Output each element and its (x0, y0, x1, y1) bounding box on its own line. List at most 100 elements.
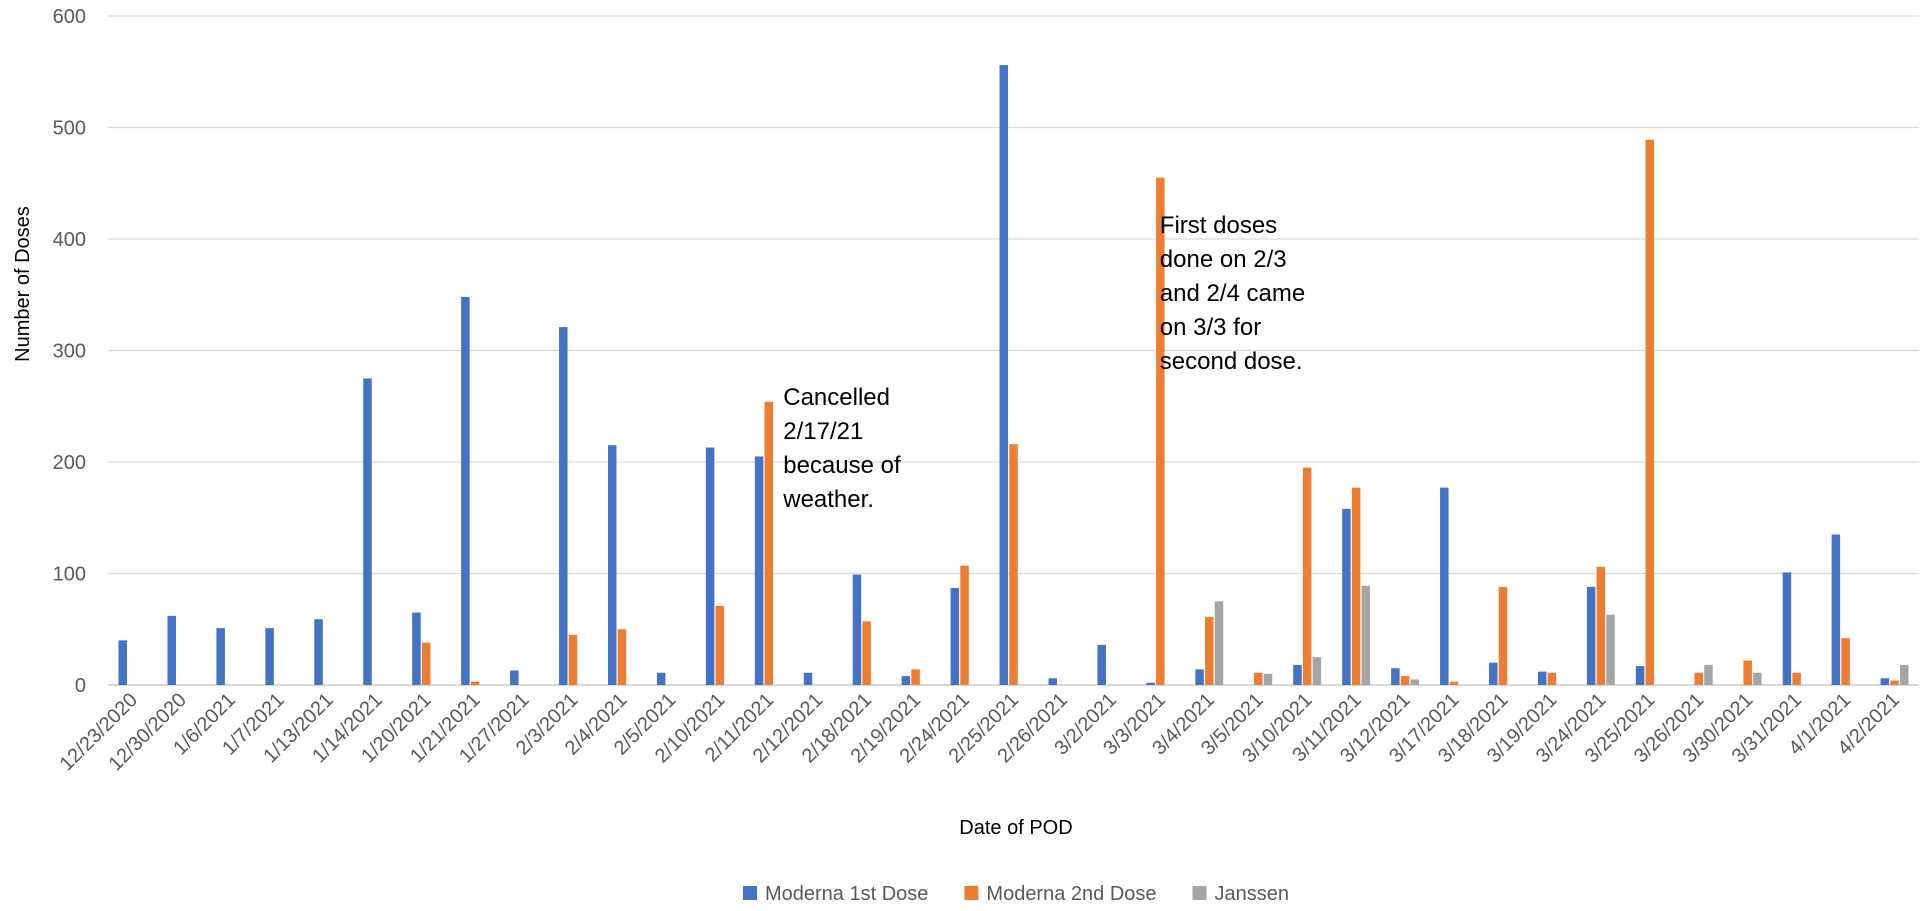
bar-moderna-1st-dose-10 (607, 445, 617, 685)
legend-label: Moderna 2nd Dose (986, 883, 1156, 905)
bar-janssen-25 (1361, 585, 1371, 685)
bar-moderna-1st-dose-30 (1586, 586, 1596, 685)
bar-moderna-1st-dose-36 (1880, 678, 1890, 685)
bar-moderna-2nd-dose-12 (715, 605, 725, 685)
bar-janssen-36 (1899, 664, 1909, 685)
bar-moderna-1st-dose-2 (216, 628, 225, 685)
bar-moderna-2nd-dose-22 (1205, 616, 1214, 685)
annotations: Cancelled 2/17/21 because of weather. First … (782, 212, 1305, 513)
legend-swatch-moderna-1st-dose (742, 886, 757, 900)
legend-swatch-moderna-2nd-dose (964, 886, 979, 900)
bar-janssen-24 (1312, 657, 1322, 686)
annotation-cancelled: Cancelled 2/17/21 because of weather. (782, 384, 901, 513)
bar-moderna-1st-dose-11 (656, 672, 666, 685)
bar-moderna-1st-dose-27 (1440, 487, 1449, 685)
bar-moderna-2nd-dose-28 (1498, 586, 1508, 685)
bar-moderna-2nd-dose-13 (764, 401, 774, 685)
annotation-line: 2/17/21 (783, 418, 863, 445)
bar-moderna-1st-dose-14 (803, 672, 813, 685)
y-tick-label: 600 (53, 6, 86, 28)
legend-swatch-janssen (1192, 886, 1207, 900)
bar-moderna-1st-dose-34 (1782, 572, 1792, 685)
bar-moderna-2nd-dose-15 (862, 621, 871, 685)
bar-janssen-23 (1263, 673, 1273, 685)
bar-moderna-1st-dose-21 (1146, 682, 1155, 685)
bar-moderna-1st-dose-15 (852, 574, 862, 685)
bar-moderna-1st-dose-17 (950, 588, 960, 685)
x-axis-ticks: 12/23/202012/30/20201/6/20211/7/20211/13… (56, 689, 1904, 775)
bar-janssen-32 (1704, 664, 1713, 685)
bar-moderna-1st-dose-18 (999, 65, 1009, 685)
bar-moderna-1st-dose-19 (1048, 678, 1057, 685)
bar-moderna-2nd-dose-31 (1645, 139, 1655, 685)
legend-label: Moderna 1st Dose (765, 883, 928, 905)
y-axis-ticks: 0 100 200 300 400 500 600 (53, 6, 86, 697)
bar-moderna-2nd-dose-24 (1302, 467, 1312, 685)
bar-moderna-1st-dose-35 (1831, 534, 1841, 685)
annotation-line: on 3/3 for (1160, 314, 1261, 341)
bar-janssen-22 (1214, 601, 1224, 686)
bar-moderna-2nd-dose-10 (617, 629, 627, 685)
annotation-line: because of (783, 452, 901, 479)
bar-moderna-2nd-dose-25 (1351, 487, 1361, 685)
bar-moderna-1st-dose-24 (1293, 664, 1302, 685)
bar-moderna-1st-dose-16 (901, 676, 911, 685)
bar-janssen-30 (1606, 614, 1615, 685)
bar-janssen-33 (1753, 672, 1762, 685)
annotation-line: weather. (782, 486, 874, 513)
bar-moderna-1st-dose-20 (1097, 644, 1106, 685)
bar-moderna-1st-dose-5 (363, 378, 372, 686)
annotation-first-doses: First doses done on 2/3 and 2/4 came on 3/3… (1160, 212, 1305, 375)
y-axis-title: Number of Doses (12, 206, 34, 362)
bar-moderna-1st-dose-31 (1635, 666, 1645, 685)
annotation-line: and 2/4 came (1160, 280, 1305, 307)
bar-moderna-2nd-dose-32 (1694, 672, 1703, 685)
bar-moderna-2nd-dose-36 (1890, 680, 1899, 685)
bar-moderna-2nd-dose-27 (1449, 681, 1459, 685)
annotation-line: Cancelled (783, 384, 890, 411)
bar-moderna-2nd-dose-33 (1743, 660, 1752, 685)
bar-moderna-1st-dose-8 (510, 670, 519, 685)
bar-moderna-2nd-dose-34 (1792, 672, 1801, 685)
bar-moderna-1st-dose-26 (1391, 668, 1400, 685)
bar-moderna-1st-dose-3 (265, 628, 274, 685)
bar-moderna-2nd-dose-17 (960, 565, 969, 685)
bar-moderna-1st-dose-12 (705, 447, 715, 685)
bar-moderna-2nd-dose-6 (421, 642, 431, 685)
bar-moderna-1st-dose-22 (1195, 669, 1204, 685)
bar-janssen-26 (1410, 679, 1420, 685)
bar-moderna-2nd-dose-9 (568, 634, 578, 685)
bar-moderna-2nd-dose-30 (1596, 566, 1606, 685)
bar-moderna-1st-dose-0 (118, 640, 128, 685)
bar-moderna-2nd-dose-35 (1841, 638, 1850, 685)
bar-moderna-2nd-dose-29 (1547, 672, 1557, 685)
legend: Moderna 1st Dose Moderna 2nd Dose Janssen (742, 883, 1290, 905)
y-tick-label: 300 (53, 341, 86, 363)
y-tick-label: 400 (53, 229, 86, 251)
bar-moderna-2nd-dose-16 (911, 669, 920, 685)
bar-moderna-1st-dose-1 (167, 615, 176, 685)
annotation-line: second dose. (1160, 348, 1303, 375)
legend-label: Janssen (1215, 883, 1290, 905)
bar-moderna-1st-dose-7 (461, 296, 470, 685)
annotation-line: done on 2/3 (1160, 246, 1287, 273)
bar-moderna-1st-dose-29 (1537, 671, 1547, 685)
annotation-line: First doses (1160, 212, 1277, 239)
bars (118, 65, 1909, 686)
bar-moderna-2nd-dose-7 (470, 681, 480, 685)
y-tick-label: 500 (53, 118, 86, 140)
y-tick-label: 100 (53, 564, 86, 586)
bar-moderna-1st-dose-28 (1489, 662, 1498, 685)
bar-moderna-1st-dose-9 (559, 327, 568, 685)
bar-moderna-2nd-dose-26 (1400, 676, 1410, 685)
bar-moderna-2nd-dose-18 (1009, 444, 1018, 685)
y-tick-label: 200 (53, 452, 86, 474)
bar-moderna-1st-dose-25 (1342, 508, 1351, 685)
bar-moderna-2nd-dose-21 (1156, 177, 1165, 685)
bar-moderna-2nd-dose-23 (1253, 672, 1263, 685)
bar-moderna-1st-dose-13 (754, 456, 764, 685)
x-axis-title: Date of POD (959, 817, 1072, 839)
bar-moderna-1st-dose-6 (412, 612, 421, 685)
